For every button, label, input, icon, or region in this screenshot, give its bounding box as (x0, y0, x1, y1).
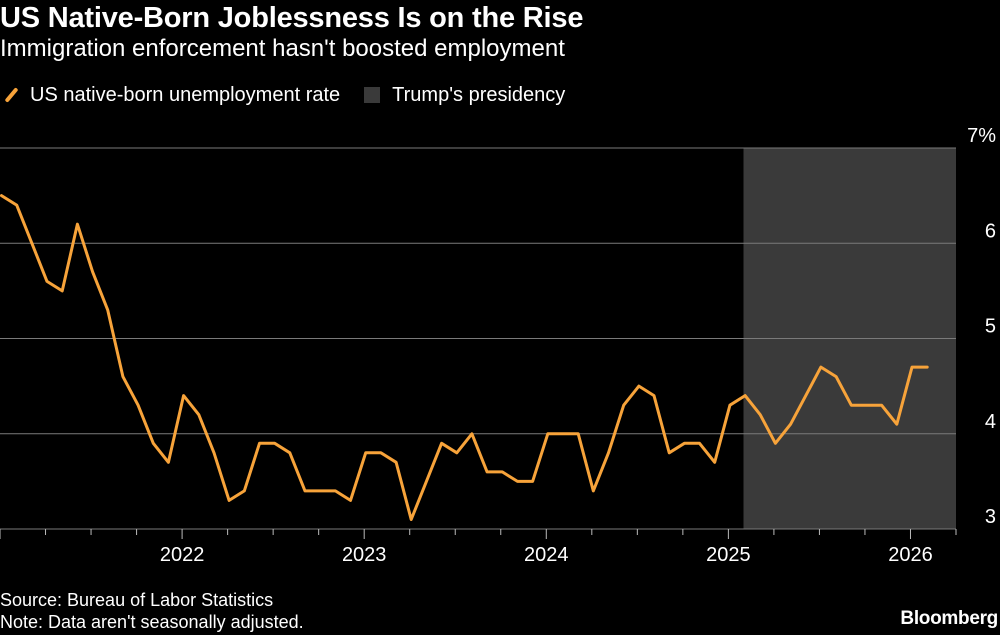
y-tick-label-3: 3 (985, 506, 996, 528)
legend-item-series: US native-born unemployment rate (0, 84, 340, 107)
y-tick-label-5: 5 (985, 316, 996, 338)
y-tick-label-6: 6 (985, 220, 996, 242)
chart-subtitle: Immigration enforcement hasn't boosted e… (0, 35, 565, 62)
x-tick-label-2025: 2025 (706, 544, 751, 566)
data-note: Note: Data aren't seasonally adjusted. (0, 612, 304, 632)
legend-item-shade: Trump's presidency (364, 84, 565, 107)
x-tick-label-2026: 2026 (888, 544, 933, 566)
legend-series-label: US native-born unemployment rate (30, 83, 341, 106)
legend-shade-label: Trump's presidency (392, 83, 566, 106)
source-note: Source: Bureau of Labor Statistics (0, 590, 274, 610)
y-tick-label-4: 4 (985, 411, 996, 433)
bloomberg-logo: Bloomberg (900, 608, 998, 629)
legend-shade-icon (364, 87, 381, 103)
x-tick-label-2023: 2023 (342, 544, 387, 566)
chart-title: US Native-Born Joblessness Is on the Ris… (0, 2, 584, 34)
x-tick-label-2022: 2022 (160, 544, 205, 566)
series-line-0 (0, 194, 929, 521)
y-tick-label-7: 7% (967, 125, 996, 147)
x-tick-label-2024: 2024 (524, 544, 569, 566)
legend: US native-born unemployment rate Trump's… (0, 82, 589, 108)
